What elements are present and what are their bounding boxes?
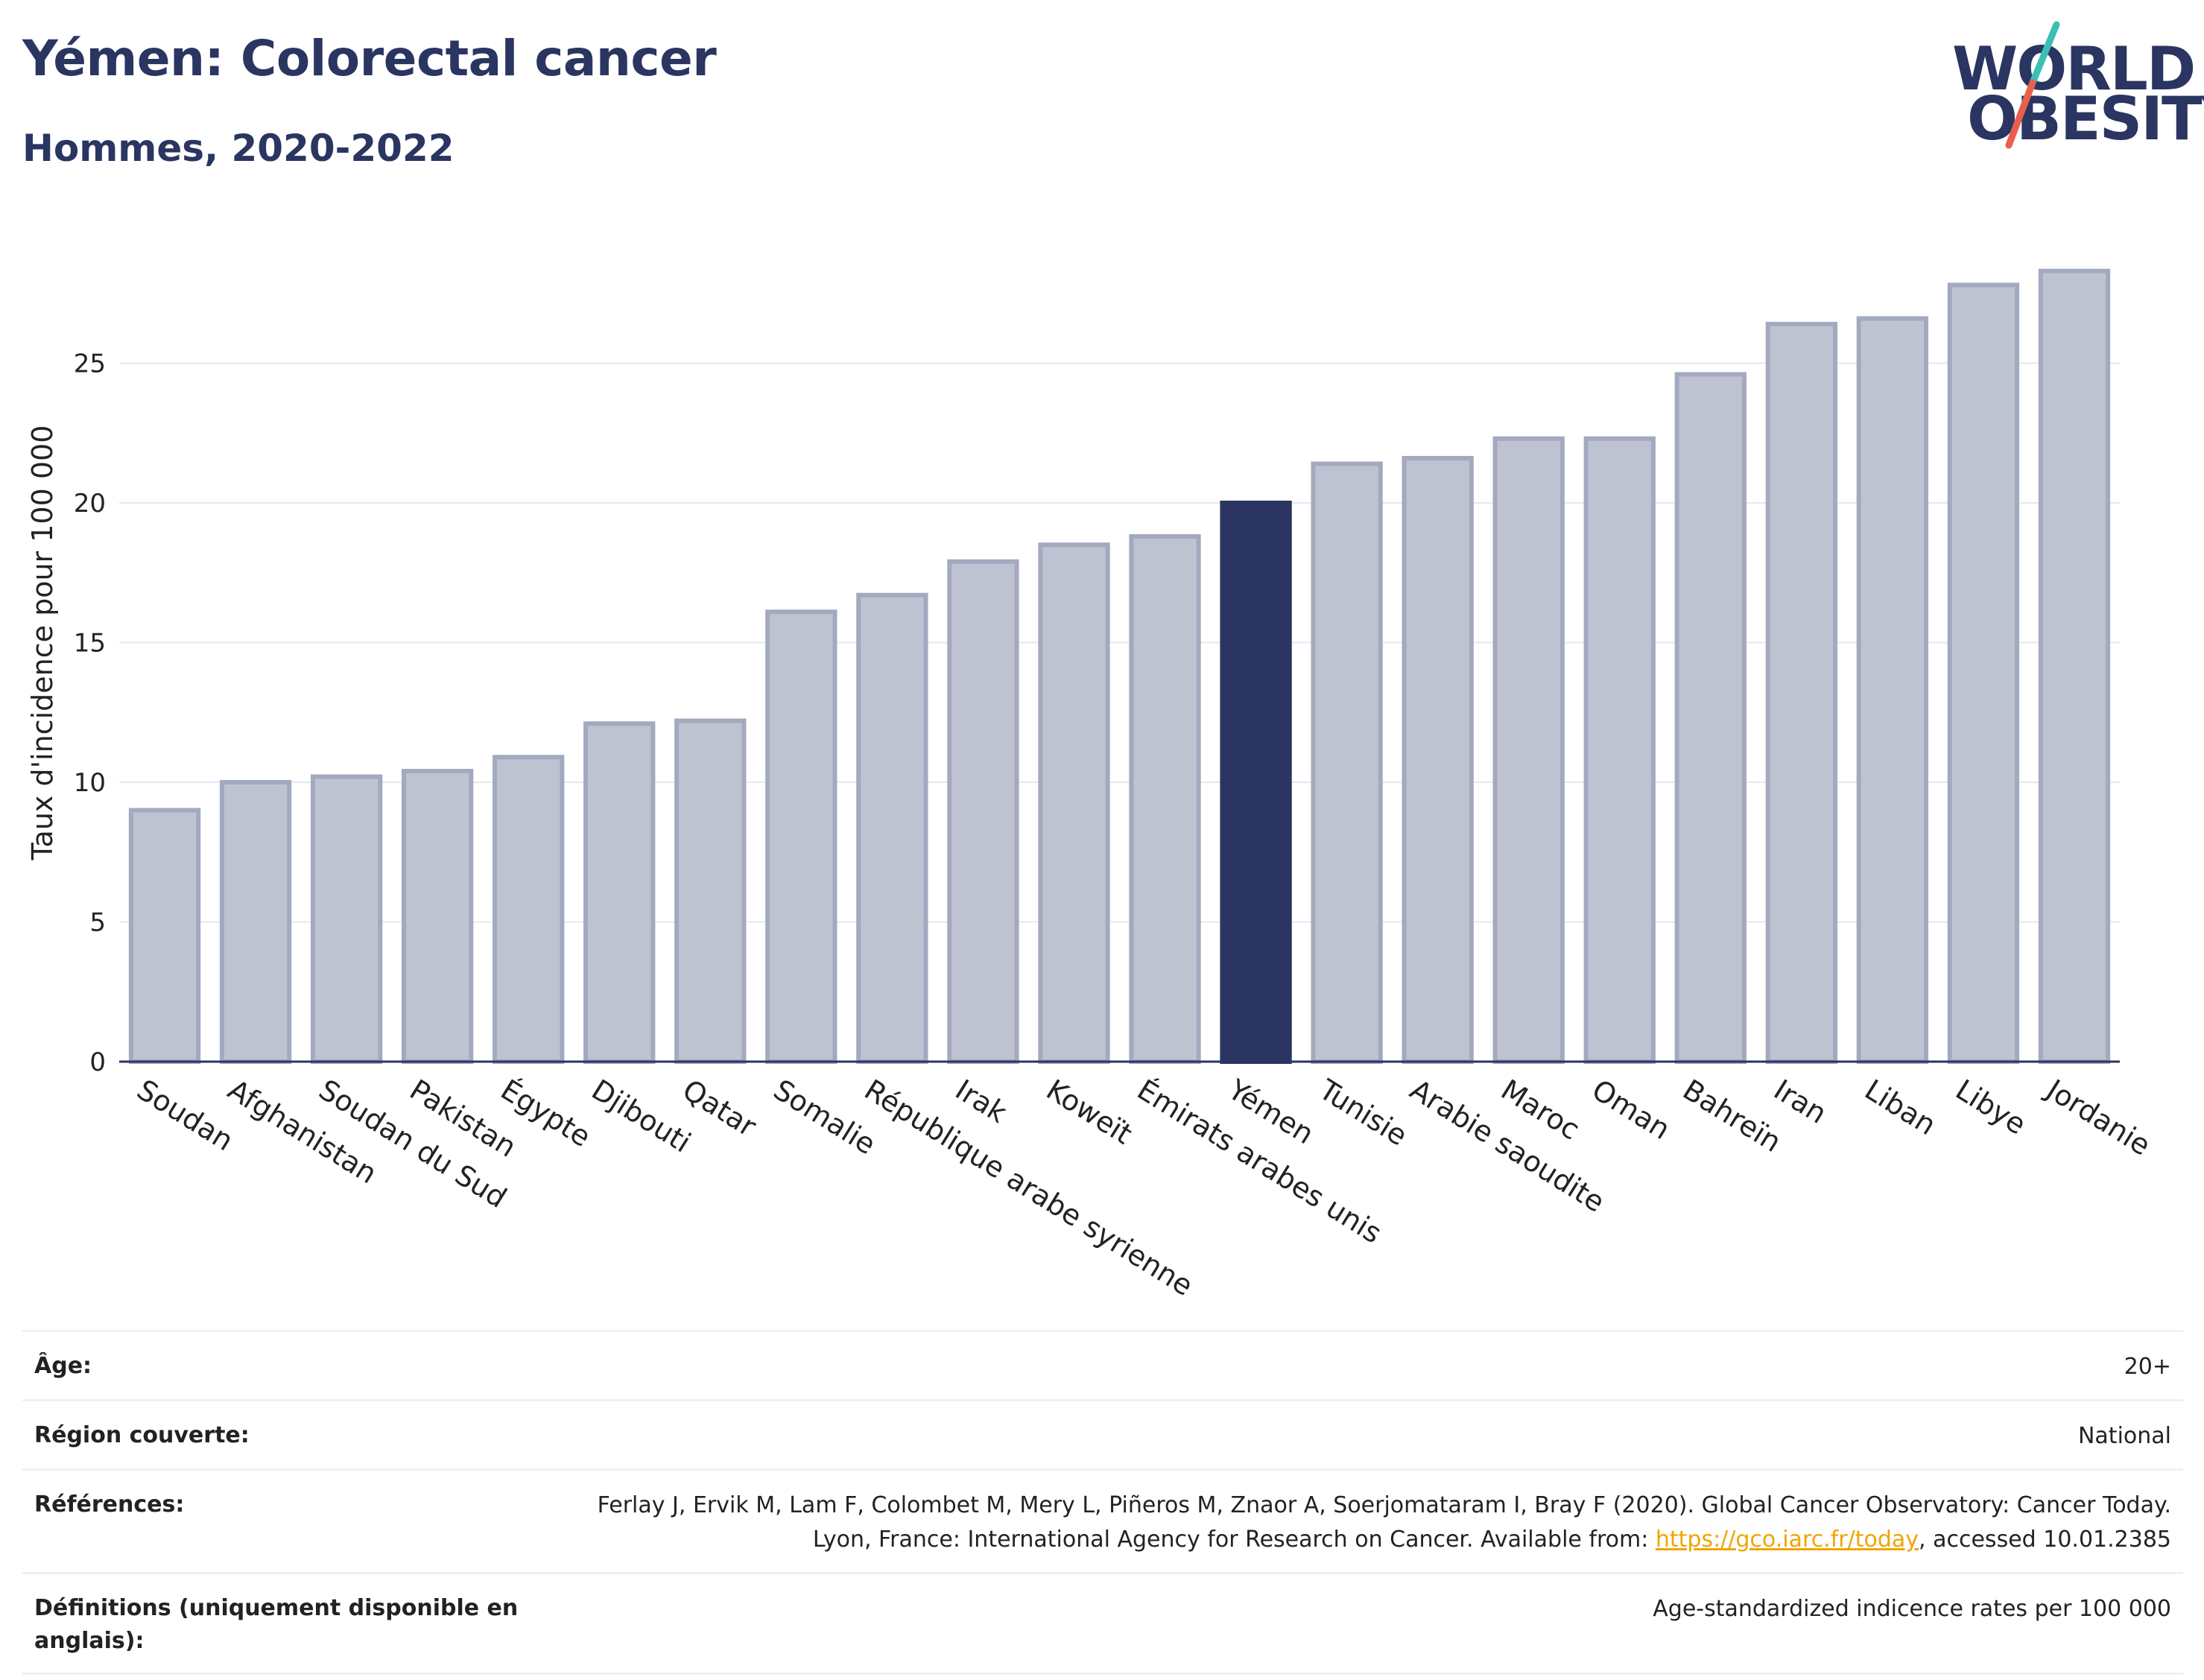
x-tick-label: Djibouti <box>586 1073 696 1158</box>
bar <box>1038 542 1110 1064</box>
y-tick-label: 5 <box>89 908 106 938</box>
bar <box>765 609 837 1064</box>
x-tick-label: Jordanie <box>2040 1072 2156 1161</box>
bar <box>402 769 474 1064</box>
chart-subtitle: Hommes, 2020-2022 <box>22 127 455 170</box>
x-tick-label: Liban <box>1859 1073 1942 1141</box>
x-tick-label: Libye <box>1950 1073 2032 1141</box>
bar <box>1402 456 1474 1064</box>
bar <box>493 755 565 1064</box>
logo-line-1: WORLD <box>1952 34 2196 104</box>
bar <box>674 718 747 1064</box>
bar <box>947 559 1019 1064</box>
x-tick-label: Soudan <box>131 1073 239 1157</box>
world-obesity-logo: WORLD OBESITY <box>1945 19 2204 156</box>
bar <box>128 808 201 1064</box>
x-tick-label: Oman <box>1586 1073 1676 1146</box>
meta-row-region: Région couverte: National <box>22 1399 2183 1468</box>
x-tick-label: Somalie <box>768 1073 881 1161</box>
y-tick-label: 20 <box>74 489 106 519</box>
meta-row-references: Références: Ferlay J, Ervik M, Lam F, Co… <box>22 1468 2183 1572</box>
x-tick-label: Bahreïn <box>1677 1073 1787 1158</box>
bar <box>856 592 928 1064</box>
meta-value: National <box>2077 1423 2171 1449</box>
meta-value: Ferlay J, Ervik M, Lam F, Colombet M, Me… <box>569 1489 2171 1557</box>
bar <box>1856 316 1929 1064</box>
bar <box>1311 461 1383 1064</box>
bar <box>1583 436 1656 1064</box>
meta-label: Région couverte: <box>34 1422 250 1448</box>
reference-accessed: , accessed 10.01.2385 <box>1919 1527 2171 1553</box>
x-tick-label: Irak <box>950 1073 1013 1129</box>
y-axis-title: Taux d'incidence pour 100 000 <box>26 425 59 861</box>
reference-text: Ferlay J, Ervik M, Lam F, Colombet M, Me… <box>597 1492 2171 1553</box>
bar <box>1947 282 2020 1064</box>
y-tick-label: 10 <box>74 768 106 798</box>
bar <box>1129 534 1201 1064</box>
meta-value: 20+ <box>2124 1354 2171 1380</box>
chart-title: Yémen: Colorectal cancer <box>22 30 717 87</box>
bar <box>219 780 292 1064</box>
x-tick-label: Tunisie <box>1313 1073 1413 1153</box>
meta-label: Références: <box>34 1492 185 1518</box>
bar <box>1492 436 1565 1064</box>
reference-link[interactable]: https://gco.iarc.fr/today <box>1655 1527 1919 1553</box>
meta-label: Âge: <box>34 1353 92 1379</box>
x-tick-label: Iran <box>1768 1073 1832 1130</box>
meta-row-definitions: Définitions (uniquement disponible en an… <box>22 1572 2183 1675</box>
bar <box>310 774 383 1064</box>
bar-highlight <box>1220 501 1292 1064</box>
bar <box>1674 372 1747 1064</box>
logo-line-2: OBESITY <box>1967 84 2204 153</box>
logo-slash-icon <box>2005 21 2060 149</box>
bar-chart: 0 5 10 15 20 25 Taux d'incidence pour 100 000 S… <box>26 268 2156 1302</box>
bar <box>1765 322 1837 1064</box>
meta-value: Age-standardized indicence rates per 100… <box>1653 1596 2171 1622</box>
metadata-table: Âge: 20+ Région couverte: National Référ… <box>22 1330 2183 1675</box>
y-tick-label: 25 <box>74 349 106 379</box>
meta-label: Définitions (uniquement disponible en an… <box>34 1595 519 1654</box>
meta-row-age: Âge: 20+ <box>22 1330 2183 1399</box>
bar <box>583 721 656 1064</box>
y-tick-label: 0 <box>89 1047 106 1077</box>
x-tick-label: Koweït <box>1041 1073 1138 1150</box>
bar <box>2038 268 2111 1064</box>
y-tick-label: 15 <box>74 629 106 659</box>
